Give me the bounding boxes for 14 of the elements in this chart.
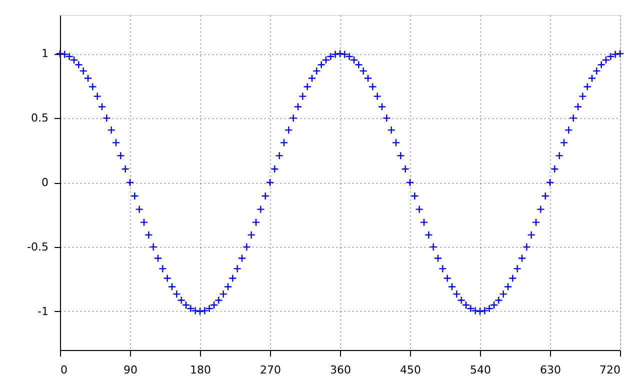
x-tick-label: 450 [400, 364, 421, 376]
x-tick-label: 540 [470, 364, 491, 376]
y-tick-label: 1 [42, 47, 48, 60]
y-tick-label: 0 [42, 176, 48, 189]
x-tick-label: 270 [260, 364, 281, 376]
x-tick-label: 630 [540, 364, 561, 376]
x-tick-label: 180 [190, 364, 211, 376]
x-tick-label: 90 [124, 364, 138, 376]
y-tick-label: -0.5 [27, 240, 48, 254]
x-tick-label: 0 [60, 364, 68, 376]
y-tick-label: -1 [38, 304, 48, 318]
x-tick-label: 360 [330, 364, 351, 376]
y-tick-label: 0.5 [31, 112, 48, 125]
x-tick-label: 720 [600, 364, 620, 376]
